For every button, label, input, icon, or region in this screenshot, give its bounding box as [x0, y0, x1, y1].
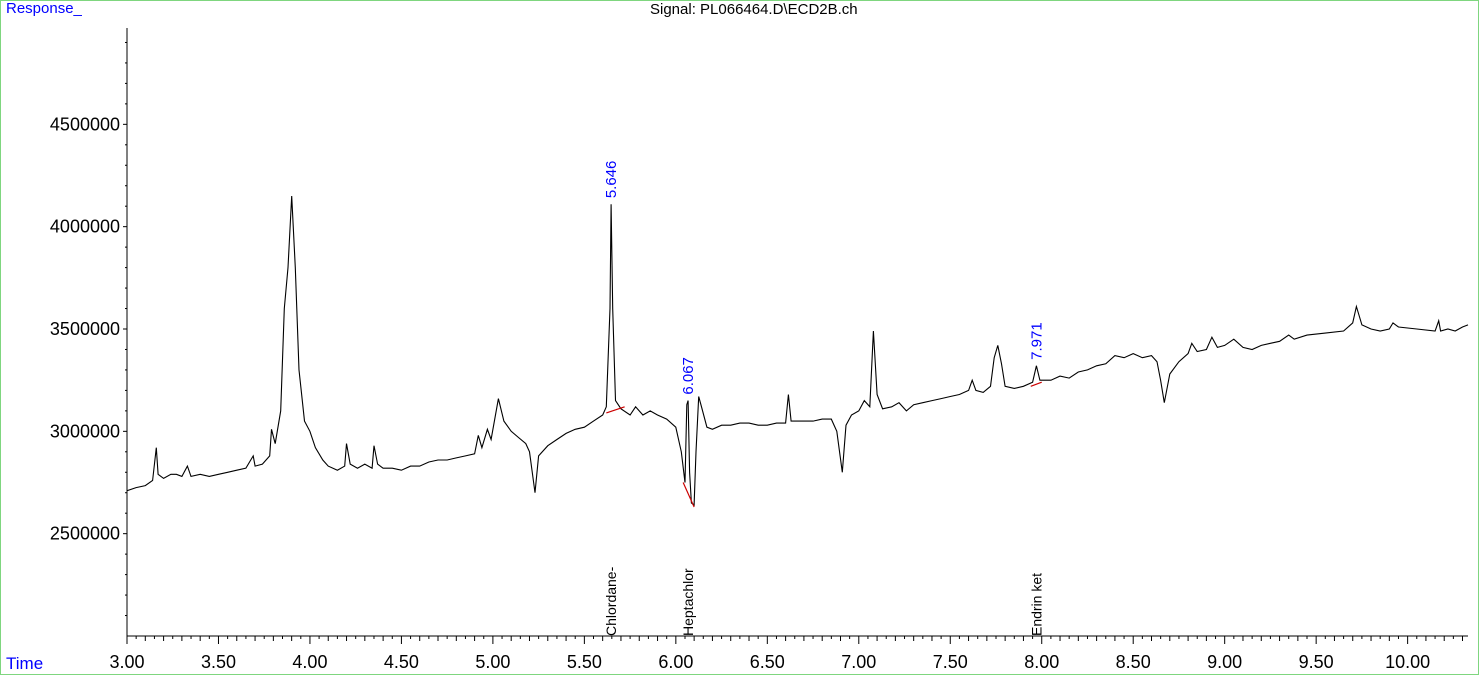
x-tick-label: 8.00 — [1024, 652, 1059, 672]
integration-baseline — [682, 482, 695, 508]
y-axis-title: Response_ — [6, 0, 82, 17]
x-tick-label: 10.00 — [1385, 652, 1430, 672]
compound-label: Heptachlor — [680, 568, 696, 636]
x-tick-label: 7.00 — [841, 652, 876, 672]
y-tick-label: 2500000 — [50, 524, 120, 544]
x-tick-label: 7.50 — [933, 652, 968, 672]
y-tick-label: 4500000 — [50, 114, 120, 134]
y-tick-label: 3000000 — [50, 421, 120, 441]
x-tick-label: 9.00 — [1207, 652, 1242, 672]
integration-baseline — [606, 406, 625, 414]
x-tick-label: 5.50 — [567, 652, 602, 672]
x-tick-label: 9.50 — [1299, 652, 1334, 672]
x-tick-label: 3.00 — [109, 652, 144, 672]
integration-baseline — [1030, 381, 1042, 387]
peak-rt-label: 6.067 — [680, 357, 697, 395]
compound-label: Chlordane- — [603, 566, 619, 636]
y-tick-label: 4000000 — [50, 217, 120, 237]
x-tick-label: 4.50 — [384, 652, 419, 672]
x-tick-label: 5.00 — [475, 652, 510, 672]
x-tick-label: 3.50 — [201, 652, 236, 672]
x-tick-label: 6.50 — [750, 652, 785, 672]
signal-title: Signal: PL066464.D\ECD2B.ch — [650, 1, 858, 18]
compound-label: Endrin ket — [1028, 573, 1044, 636]
x-tick-label: 8.50 — [1116, 652, 1151, 672]
peak-rt-label: 5.646 — [603, 161, 620, 199]
x-tick-label: 6.00 — [658, 652, 693, 672]
peak-rt-label: 7.971 — [1028, 322, 1045, 360]
x-axis-title: Time — [6, 654, 44, 673]
signal-trace — [126, 195, 1469, 507]
x-tick-label: 4.00 — [292, 652, 327, 672]
y-tick-label: 3500000 — [50, 319, 120, 339]
